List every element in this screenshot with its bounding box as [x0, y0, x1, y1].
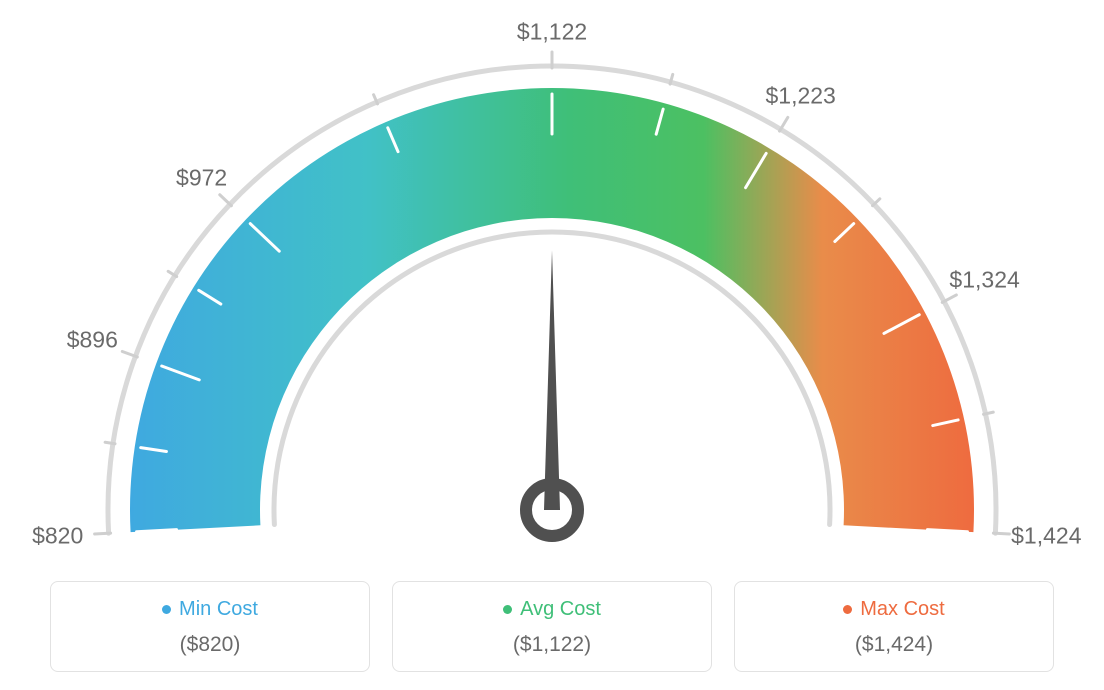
- gauge-tick-label: $1,223: [765, 82, 835, 109]
- avg-cost-value: ($1,122): [403, 633, 701, 657]
- gauge-tick-label: $972: [176, 164, 227, 191]
- gauge-tick-label: $896: [67, 327, 118, 354]
- gauge-tick-label: $1,324: [949, 266, 1019, 293]
- avg-cost-card: Avg Cost ($1,122): [392, 581, 712, 672]
- avg-cost-dot: [503, 605, 512, 614]
- gauge-svg: [0, 0, 1104, 560]
- min-cost-card: Min Cost ($820): [50, 581, 370, 672]
- summary-cards: Min Cost ($820) Avg Cost ($1,122) Max Co…: [0, 581, 1104, 672]
- min-cost-label: Min Cost: [179, 598, 258, 621]
- gauge-tick-label: $1,424: [1011, 522, 1081, 549]
- max-cost-label: Max Cost: [860, 598, 944, 621]
- gauge-chart: $820 $896 $972 $1,122 $1,223 $1,324 $1,424: [0, 0, 1104, 560]
- gauge-tick-label: $820: [32, 522, 83, 549]
- max-cost-card: Max Cost ($1,424): [734, 581, 1054, 672]
- avg-cost-label: Avg Cost: [520, 598, 601, 621]
- max-cost-title: Max Cost: [843, 598, 944, 621]
- max-cost-value: ($1,424): [745, 633, 1043, 657]
- min-cost-dot: [162, 605, 171, 614]
- avg-cost-title: Avg Cost: [503, 598, 601, 621]
- min-cost-title: Min Cost: [162, 598, 258, 621]
- gauge-tick-label: $1,122: [517, 19, 587, 46]
- max-cost-dot: [843, 605, 852, 614]
- min-cost-value: ($820): [61, 633, 359, 657]
